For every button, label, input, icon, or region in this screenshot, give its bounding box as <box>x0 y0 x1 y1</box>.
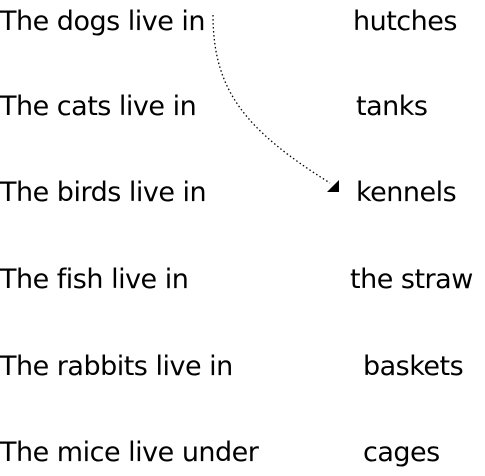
answer-kennels: kennels <box>356 177 457 208</box>
phrase-birds: The birds live in <box>0 177 207 208</box>
phrase-rabbits: The rabbits live in <box>0 351 233 382</box>
answer-cages: cages <box>363 437 440 468</box>
arrowhead-icon <box>327 180 339 192</box>
answer-the-straw: the straw <box>350 264 473 295</box>
dotted-connector-line <box>212 14 331 184</box>
phrase-cats: The cats live in <box>0 91 197 122</box>
phrase-mice: The mice live under <box>0 437 259 468</box>
answer-hutches: hutches <box>353 6 457 37</box>
phrase-fish: The fish live in <box>0 264 189 295</box>
answer-baskets: baskets <box>363 351 464 382</box>
phrase-dogs: The dogs live in <box>0 6 206 37</box>
answer-tanks: tanks <box>356 91 428 122</box>
